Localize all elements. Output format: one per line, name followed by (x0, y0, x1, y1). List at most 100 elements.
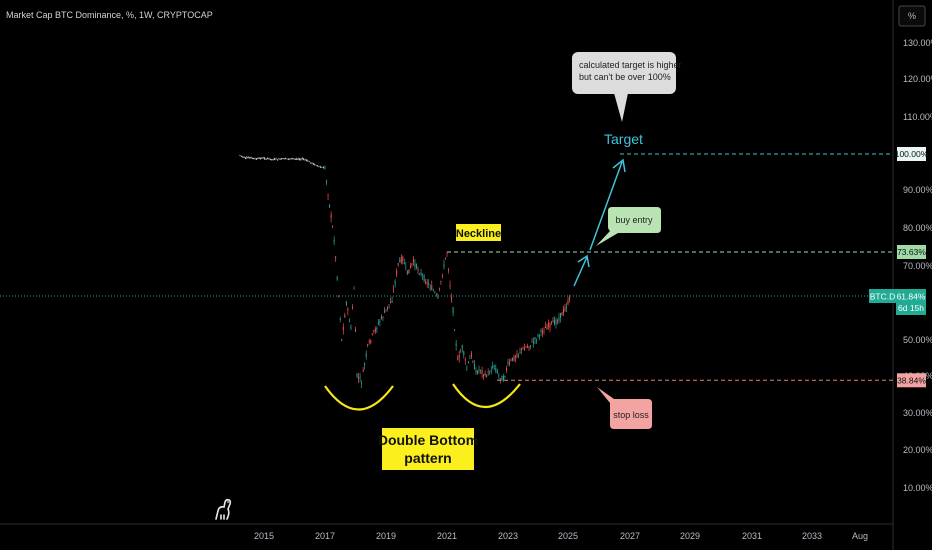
candle-body (359, 376, 361, 378)
candle-body (569, 297, 571, 300)
candle-body (466, 368, 468, 370)
candle-body (438, 287, 440, 289)
candle-body (391, 300, 393, 302)
candle-body (484, 373, 486, 376)
candle-body (469, 357, 471, 359)
candle-body (513, 356, 515, 361)
candle-body (374, 328, 376, 332)
candle-body (345, 301, 347, 306)
candle-body (250, 157, 252, 159)
candle-body (240, 155, 242, 157)
candle-body (545, 326, 546, 328)
candle-body (495, 368, 497, 372)
candle-body (426, 281, 428, 284)
candle-body (326, 180, 328, 183)
candle-body (449, 284, 451, 286)
candle-body (403, 262, 405, 265)
candle-body (493, 365, 495, 367)
candle-body (272, 159, 274, 161)
neckline-label: Neckline (456, 228, 501, 240)
current-symbol: BTC.D (870, 292, 896, 302)
candle-body (358, 377, 360, 379)
candle-body (342, 326, 344, 331)
candle-body (307, 160, 309, 162)
scale-mode-label: % (908, 11, 916, 21)
candle-body (567, 300, 569, 305)
candle-body (518, 353, 519, 355)
candle-body (563, 309, 564, 313)
candle-body (530, 345, 531, 347)
level-tag-target (897, 147, 926, 161)
candle-body (504, 375, 506, 378)
candle-body (483, 374, 485, 377)
candle-body (268, 158, 270, 160)
candle-body (419, 273, 421, 275)
candle-body (298, 158, 300, 160)
candle-body (336, 277, 338, 280)
candle-body (509, 361, 510, 364)
candle-body (527, 346, 528, 348)
level-tag-neckline (897, 245, 926, 259)
candle-body (293, 158, 295, 160)
candle-body (416, 263, 417, 269)
y-tick-label: 50.00% (903, 335, 932, 345)
candle-body (557, 319, 558, 322)
candle-body (480, 369, 482, 371)
candle-body (242, 156, 244, 158)
dinosaur-icon[interactable] (215, 498, 232, 520)
candle-body (512, 357, 513, 361)
scale-mode-button[interactable]: % (898, 5, 926, 27)
candle-body (282, 158, 284, 160)
candle-body (452, 307, 454, 314)
candle-body (412, 259, 414, 263)
candle-body (397, 263, 399, 265)
time-axis[interactable]: 2015 2017 2019 2021 2023 2025 2027 2029 2031 2033… (254, 531, 868, 541)
candle-body (542, 330, 543, 333)
candle-body (406, 270, 408, 275)
y-tick-label: 120.00% (903, 74, 932, 84)
y-tick-label: 10.00% (903, 483, 932, 493)
candle-body (317, 165, 319, 167)
candle-body (387, 306, 389, 309)
candle-body (379, 321, 381, 323)
level-tag-label: 73.63% (897, 247, 926, 257)
candle-body (283, 158, 285, 160)
candle-body (255, 158, 257, 160)
candle-body (371, 333, 373, 335)
candle-body (441, 275, 443, 277)
candle-body (276, 159, 278, 161)
candle-body (297, 158, 299, 160)
candle-body (560, 313, 561, 318)
candle-body (305, 159, 307, 161)
candle-body (249, 157, 251, 159)
candle-body (339, 319, 341, 320)
candle-body (486, 375, 488, 377)
candle-body (444, 257, 446, 260)
pattern-callout: Double Bottom pattern (378, 428, 478, 470)
candle-body (443, 264, 445, 268)
candle-body (434, 292, 436, 293)
candle-body (475, 370, 477, 372)
note-line-1: calculated target is higher (579, 60, 682, 70)
candle-body (304, 159, 306, 161)
candle-body (536, 340, 537, 341)
candle-body (353, 288, 355, 290)
current-price-tag[interactable]: BTC.D 61.84% 6d 15h (869, 289, 926, 315)
candle-body (380, 316, 382, 319)
projection-arrows (573, 158, 626, 287)
candle-body (365, 353, 367, 357)
y-tick-label: 90.00% (903, 185, 932, 195)
candle-body (552, 320, 554, 323)
candle-body (301, 158, 303, 160)
candle-body (422, 274, 424, 276)
y-tick-label: 20.00% (903, 445, 932, 455)
candle-body (425, 282, 427, 284)
candle-body (383, 310, 385, 313)
candle-body (467, 361, 469, 363)
pattern-label-line-2: pattern (404, 450, 451, 466)
candle-body (451, 296, 453, 300)
candle-body (279, 159, 281, 160)
x-tick-label: 2033 (802, 531, 822, 541)
candle-body (315, 165, 317, 167)
